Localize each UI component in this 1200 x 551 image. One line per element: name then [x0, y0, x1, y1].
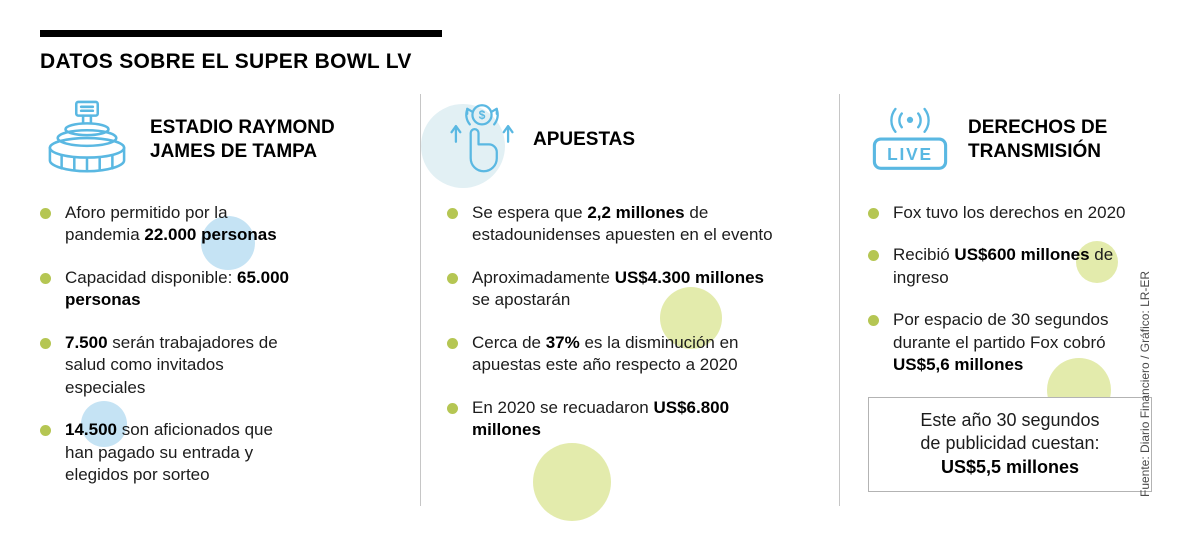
ad-price-box: Este año 30 segundos de publicidad cuest…	[868, 396, 1152, 492]
bullet-item: Por espacio de 30 segundos durante el pa…	[868, 309, 1200, 376]
ad-price-line: Este año 30 segundos	[920, 409, 1100, 430]
ad-price-line: de publicidad cuestan:	[920, 433, 1100, 454]
columns: ESTADIO RAYMOND JAMES DE TAMPA Aforo per…	[0, 94, 1200, 507]
decor-circle	[533, 443, 611, 521]
bullet-list: Aforo permitido por la pandemia 22.000 p…	[40, 202, 400, 486]
plain-text: En 2020 se recuadaron	[472, 397, 654, 417]
bullet-text: 7.500 serán trabajadores de salud como i…	[65, 332, 297, 399]
bullet-item: Aproximadamente US$4.300 millones se apo…	[447, 267, 839, 312]
plain-text: Aforo permitido por la pandemia	[65, 203, 228, 245]
plain-text: Fox tuvo los derechos en 2020	[893, 203, 1126, 222]
section-title: ESTADIO RAYMOND JAMES DE TAMPA	[150, 117, 335, 162]
bullet-item: Recibió US$600 millones de ingreso	[868, 244, 1200, 289]
bullet-item: 7.500 serán trabajadores de salud como i…	[40, 332, 400, 399]
plain-text: Cerca de	[472, 332, 546, 352]
plain-text: serán trabajadores de salud como invitad…	[65, 332, 278, 397]
section-header: LIVE DERECHOS DE TRANSMISIÓN	[868, 94, 1200, 186]
emphasis-text: 65.000 personas	[65, 267, 290, 310]
title-rule	[40, 30, 442, 37]
bullet-text: Recibió US$600 millones de ingreso	[893, 244, 1151, 289]
bullet-dot-icon	[447, 337, 458, 349]
emphasis-text: US$4.300 millones	[614, 267, 764, 287]
emphasis-text: 22.000 personas	[144, 225, 277, 245]
plain-text: de estadounidenses apuesten en el evento	[472, 203, 773, 245]
plain-text: Recibió	[893, 245, 955, 265]
decor-circle	[201, 216, 255, 270]
source-credit: Fuente: Diario Financiero / Gráfico: LR-…	[1138, 270, 1152, 497]
plain-text: de ingreso	[893, 245, 1114, 287]
plain-text: Capacidad disponible:	[65, 267, 238, 287]
bullet-text: Se espera que 2,2 millones de estadounid…	[472, 202, 777, 247]
section-title: APUESTAS	[533, 129, 636, 151]
bullet-item: En 2020 se recuadaron US$6.800 millones	[447, 397, 839, 442]
bullet-text: Aforo permitido por la pandemia 22.000 p…	[65, 202, 297, 247]
section-estadio: ESTADIO RAYMOND JAMES DE TAMPA Aforo per…	[40, 94, 420, 506]
bullet-item: Fox tuvo los derechos en 2020	[868, 202, 1200, 224]
bullet-dot-icon	[868, 315, 879, 327]
bullet-dot-icon	[447, 402, 458, 414]
bullet-text: 14.500 son aficionados que han pagado su…	[65, 419, 297, 486]
bullet-dot-icon	[868, 250, 879, 262]
plain-text: Por espacio de 30 segundos durante el pa…	[893, 310, 1109, 352]
section-header: $ APUESTAS	[447, 94, 839, 186]
coin-symbol: $	[479, 108, 486, 122]
emphasis-text: US$5,6 millones	[893, 355, 1024, 375]
emphasis-text: 2,2 millones	[587, 203, 685, 222]
bullet-text: Cerca de 37% es la disminución en apuest…	[472, 332, 777, 377]
bullet-item: Se espera que 2,2 millones de estadounid…	[447, 202, 839, 247]
bullet-dot-icon	[40, 208, 51, 219]
bullet-dot-icon	[447, 208, 458, 219]
page-title: DATOS SOBRE EL SUPER BOWL LV	[40, 50, 412, 73]
betting-hand-icon: $	[447, 100, 517, 180]
bullet-text: Aproximadamente US$4.300 millones se apo…	[472, 267, 777, 312]
live-broadcast-icon: LIVE	[868, 106, 952, 174]
section-header: ESTADIO RAYMOND JAMES DE TAMPA	[40, 94, 400, 186]
column-divider	[420, 94, 421, 507]
emphasis-text: 14.500	[65, 420, 117, 440]
emphasis-text: 7.500	[65, 332, 108, 352]
bullet-text: Fox tuvo los derechos en 2020	[893, 202, 1125, 224]
masthead: DATOS SOBRE EL SUPER BOWL LV	[0, 0, 1200, 74]
plain-text: Aproximadamente	[472, 267, 615, 287]
bullet-dot-icon	[868, 208, 879, 219]
bullet-item: 14.500 son aficionados que han pagado su…	[40, 419, 400, 486]
plain-text: es la disminución en apuestas este año r…	[472, 332, 739, 375]
bullet-item: Aforo permitido por la pandemia 22.000 p…	[40, 202, 400, 247]
bullet-dot-icon	[40, 272, 51, 284]
bullet-item: Cerca de 37% es la disminución en apuest…	[447, 332, 839, 377]
plain-text: Se espera que	[472, 203, 588, 222]
decor-circle	[81, 401, 127, 447]
section-derechos: LIVE DERECHOS DE TRANSMISIÓN Fox tuvo lo…	[840, 94, 1200, 506]
bullet-text: En 2020 se recuadaron US$6.800 millones	[472, 397, 777, 442]
emphasis-text: US$600 millones	[954, 245, 1090, 265]
emphasis-text: 37%	[545, 332, 580, 352]
stadium-icon	[40, 99, 134, 181]
bullet-dot-icon	[40, 337, 51, 349]
section-title: DERECHOS DE TRANSMISIÓN	[968, 117, 1108, 162]
ad-price-value: US$5,5 millones	[940, 457, 1080, 478]
decor-circle	[1076, 241, 1118, 283]
plain-text: se apostarán	[472, 290, 571, 310]
decor-circle	[660, 287, 722, 349]
live-icon-label: LIVE	[887, 144, 933, 164]
emphasis-text: US$6.800 millones	[472, 397, 730, 440]
bullet-list: Fox tuvo los derechos en 2020 Recibió US$…	[868, 202, 1200, 377]
bullet-text: Por espacio de 30 segundos durante el pa…	[893, 309, 1151, 376]
plain-text: son aficionados que han pagado su entrad…	[65, 420, 273, 484]
bullet-dot-icon	[447, 272, 458, 284]
bullet-item: Capacidad disponible: 65.000 personas	[40, 267, 400, 312]
bullet-dot-icon	[40, 425, 51, 437]
bullet-list: Se espera que 2,2 millones de estadounid…	[447, 202, 839, 442]
column-divider	[839, 94, 840, 507]
bullet-text: Capacidad disponible: 65.000 personas	[65, 267, 297, 312]
section-apuestas: $ APUESTAS Se espera que 2,2 millones de…	[421, 94, 839, 506]
